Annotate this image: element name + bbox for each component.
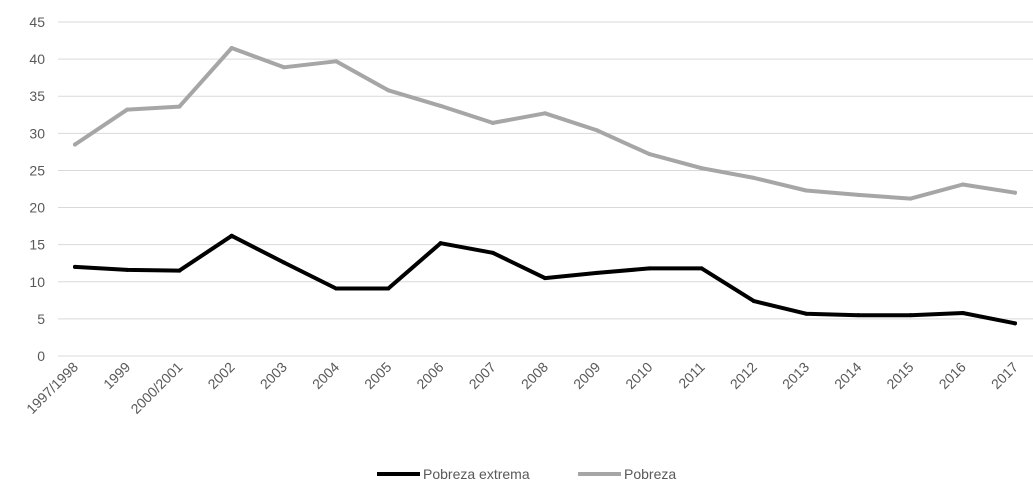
x-tick-label: 2012 — [727, 359, 760, 392]
data-point-pobreza — [334, 59, 339, 64]
data-point-pobreza-extrema — [543, 276, 547, 281]
x-tick-label: 2002 — [204, 359, 237, 392]
data-point-pobreza — [647, 152, 652, 157]
x-tick-label: 2016 — [936, 359, 969, 392]
data-point-pobreza-extrema — [125, 267, 130, 272]
y-tick-label: 0 — [37, 348, 45, 364]
data-point-pobreza-extrema — [960, 310, 965, 315]
data-point-pobreza-extrema — [856, 313, 861, 318]
data-point-pobreza — [1013, 190, 1017, 195]
x-tick-label: 1997/1998 — [23, 359, 81, 417]
y-tick-label: 10 — [29, 274, 45, 290]
x-tick-label: 2014 — [831, 359, 864, 392]
y-tick-label: 15 — [29, 237, 45, 253]
y-tick-label: 25 — [29, 162, 45, 178]
data-point-pobreza-extrema — [804, 311, 809, 316]
legend-label-pobreza-extrema: Pobreza extrema — [423, 466, 530, 482]
data-point-pobreza-extrema — [595, 270, 600, 275]
data-point-pobreza-extrema — [438, 241, 443, 246]
x-tick-label: 2005 — [361, 359, 394, 392]
data-point-pobreza-extrema — [908, 313, 913, 318]
x-tick-label: 2011 — [675, 359, 708, 392]
series-line-pobreza — [73, 46, 1017, 201]
data-point-pobreza — [125, 107, 130, 112]
data-point-pobreza-extrema — [1013, 321, 1017, 326]
data-point-pobreza — [751, 175, 756, 180]
x-tick-label: 2010 — [622, 359, 655, 392]
legend-label-pobreza: Pobreza — [624, 466, 676, 482]
data-point-pobreza — [543, 111, 547, 116]
y-tick-label: 40 — [29, 51, 45, 67]
data-point-pobreza-extrema — [490, 250, 495, 255]
data-point-pobreza — [856, 192, 861, 197]
data-point-pobreza-extrema — [73, 264, 77, 269]
gridlines — [58, 21, 1033, 357]
data-point-pobreza — [960, 182, 965, 187]
data-point-pobreza — [595, 128, 600, 133]
x-tick-label: 2007 — [466, 359, 499, 392]
data-point-pobreza — [177, 104, 182, 109]
y-tick-label: 30 — [29, 125, 45, 141]
x-tick-label: 2017 — [988, 359, 1021, 392]
y-axis-tick-labels: 0 5 10 15 20 25 30 35 40 45 — [29, 14, 45, 364]
data-point-pobreza-extrema — [386, 286, 391, 291]
y-tick-label: 45 — [29, 14, 45, 30]
y-tick-label: 20 — [29, 200, 45, 216]
x-tick-label: 2009 — [570, 359, 603, 392]
data-point-pobreza-extrema — [751, 299, 756, 304]
data-point-pobreza-extrema — [281, 260, 286, 265]
data-point-pobreza — [908, 196, 913, 201]
data-point-pobreza — [229, 45, 234, 50]
x-tick-label: 1999 — [100, 359, 133, 392]
x-tick-label: 2013 — [779, 359, 812, 392]
y-tick-label: 35 — [29, 88, 45, 104]
data-point-pobreza — [281, 65, 286, 70]
legend: Pobreza extrema Pobreza — [377, 466, 676, 482]
x-tick-label: 2004 — [309, 359, 342, 392]
data-point-pobreza — [438, 103, 443, 108]
x-tick-label: 2008 — [518, 359, 551, 392]
y-tick-label: 5 — [37, 311, 45, 327]
data-point-pobreza-extrema — [229, 233, 234, 238]
series-lines — [73, 45, 1017, 326]
data-point-pobreza — [804, 188, 809, 193]
data-point-pobreza-extrema — [177, 268, 182, 273]
data-point-pobreza-extrema — [699, 266, 704, 271]
data-point-pobreza-extrema — [647, 266, 652, 271]
data-point-pobreza-extrema — [334, 286, 339, 291]
x-tick-label: 2003 — [257, 359, 290, 392]
data-point-pobreza — [73, 142, 77, 147]
data-point-pobreza — [699, 166, 704, 171]
x-tick-label: 2006 — [413, 359, 446, 392]
data-point-pobreza — [386, 88, 391, 93]
data-point-pobreza — [490, 120, 495, 125]
x-tick-label: 2000/2001 — [127, 359, 185, 417]
x-tick-label: 2015 — [883, 359, 916, 392]
